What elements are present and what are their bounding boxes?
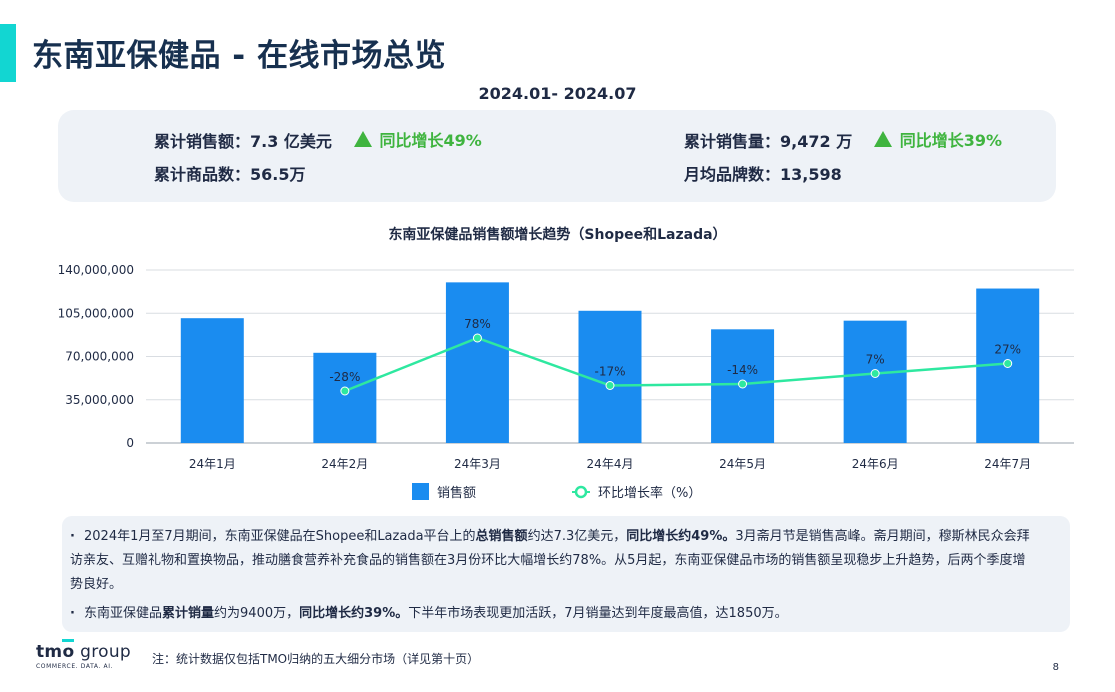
- kpi-panel: 累计销售额：7.3 亿美元 同比增长49% 累计商品数：56.5万 累计销售量：…: [58, 110, 1056, 202]
- note-1-bold-a: 总销售额: [475, 529, 528, 544]
- note-1-bold-b: 同比增长约49%。: [626, 529, 736, 544]
- legend-sales-label: 销售额: [437, 486, 477, 501]
- note-1-text-c: 3月斋月节是销售高峰。斋月期间，穆斯林民众会拜访亲友、互赠礼物和置换物品，推动膳…: [70, 529, 1030, 592]
- y-tick-label: 140,000,000: [58, 263, 134, 277]
- page-number: 8: [1052, 662, 1059, 673]
- note-volume-summary: · 东南亚保健品累计销量约为9400万，同比增长约39%。下半年市场表现更加活跃，…: [70, 602, 1030, 626]
- kpi-volume-value: 9,472 万: [780, 132, 853, 151]
- kpi-sales-growth-text: 同比增长49%: [379, 131, 482, 150]
- note-1-text-a: 2024年1月至7月期间，东南亚保健品在Shopee和Lazada平台上的: [84, 529, 476, 544]
- x-tick-label: 24年7月: [984, 457, 1031, 471]
- note-2-text-b: 约为9400万，: [214, 606, 300, 621]
- x-tick-label: 24年1月: [189, 457, 236, 471]
- legend-bar-swatch: [412, 483, 429, 500]
- note-2-bold-a: 累计销量: [162, 606, 215, 621]
- x-tick-label: 24年6月: [852, 457, 899, 471]
- period-label: 2024.01- 2024.07: [478, 84, 637, 103]
- growth-data-label: 78%: [464, 317, 491, 331]
- growth-point: [340, 386, 350, 396]
- up-triangle-icon: [873, 131, 892, 147]
- growth-rate-line: [344, 336, 1008, 393]
- x-tick-label: 24年5月: [719, 457, 766, 471]
- kpi-brands-value: 13,598: [780, 165, 842, 184]
- kpi-brands: 月均品牌数：13,598: [684, 161, 842, 185]
- x-tick-label: 24年3月: [454, 457, 501, 471]
- kpi-products: 累计商品数：56.5万: [154, 161, 306, 185]
- note-2-text-c: 下半年市场表现更加活跃，7月销量达到年度最高值，达1850万。: [408, 606, 788, 621]
- sales-bar: [313, 352, 377, 443]
- kpi-sales-label: 累计销售额：: [154, 132, 251, 151]
- kpi-sales-value: 7.3 亿美元: [250, 132, 332, 151]
- note-2-text-a: 东南亚保健品: [84, 606, 163, 621]
- growth-point: [870, 369, 880, 378]
- kpi-brands-label: 月均品牌数：: [684, 165, 781, 184]
- growth-data-label: -14%: [727, 363, 758, 377]
- legend-growth-label: 环比增长率（%）: [598, 486, 702, 501]
- logo-group: group: [74, 642, 132, 662]
- title-accent-bar: [0, 24, 16, 82]
- growth-data-label: 27%: [994, 343, 1021, 357]
- logo-tagline: COMMERCE. DATA. AI.: [36, 663, 114, 670]
- up-triangle-icon: [353, 131, 372, 147]
- y-tick-label: 70,000,000: [65, 350, 134, 364]
- tmo-group-logo: tmo group COMMERCE. DATA. AI.: [36, 639, 132, 670]
- sales-bar: [843, 320, 907, 443]
- growth-data-label: -17%: [594, 365, 625, 379]
- sales-trend-chart: 0 35,000,000 70,000,000 105,000,000 140,000,…: [58, 263, 1074, 471]
- logo-o: o: [62, 639, 75, 662]
- note-2-bold-b: 同比增长约39%。: [299, 606, 409, 621]
- growth-point: [738, 379, 748, 389]
- kpi-volume-label: 累计销售量：: [684, 132, 781, 151]
- note-1-text-b: 约达7.3亿美元，: [527, 529, 627, 544]
- kpi-sales: 累计销售额：7.3 亿美元 同比增长49%: [154, 127, 482, 152]
- kpi-products-value: 56.5万: [250, 165, 306, 184]
- x-tick-label: 24年4月: [587, 457, 634, 471]
- kpi-volume: 累计销售量：9,472 万 同比增长39%: [684, 127, 1002, 152]
- x-tick-label: 24年2月: [321, 457, 368, 471]
- legend-item-sales: 销售额: [412, 482, 476, 501]
- growth-data-label: -28%: [329, 370, 360, 384]
- sales-bar: [180, 318, 244, 443]
- bullet-icon: ·: [70, 529, 75, 544]
- kpi-volume-growth: 同比增长39%: [873, 127, 1003, 151]
- growth-point: [472, 333, 482, 343]
- logo-tm: tm: [36, 642, 63, 662]
- note-sales-summary: · 2024年1月至7月期间，东南亚保健品在Shopee和Lazada平台上的总销…: [70, 525, 1030, 597]
- y-tick-label: 105,000,000: [58, 306, 134, 320]
- growth-point: [605, 381, 615, 390]
- y-tick-label: 0: [126, 436, 134, 450]
- legend-line-marker-icon: [572, 485, 590, 498]
- y-tick-label: 35,000,000: [65, 393, 134, 407]
- notes-panel: · 2024年1月至7月期间，东南亚保健品在Shopee和Lazada平台上的总销…: [62, 516, 1070, 632]
- kpi-sales-growth: 同比增长49%: [353, 127, 482, 151]
- kpi-volume-growth-text: 同比增长39%: [899, 131, 1003, 150]
- bullet-icon: ·: [70, 606, 75, 621]
- logo-wordmark: tmo group: [36, 639, 132, 662]
- footnote: 注：统计数据仅包括TMO归纳的五大细分市场（详见第十页）: [152, 652, 480, 666]
- growth-data-label: 7%: [866, 353, 885, 367]
- page-title: 东南亚保健品 - 在线市场总览: [32, 38, 446, 74]
- legend-item-growth: 环比增长率（%）: [572, 482, 701, 501]
- chart-title: 东南亚保健品销售额增长趋势（Shopee和Lazada）: [388, 227, 727, 243]
- sales-bar: [445, 282, 509, 443]
- growth-point: [1003, 359, 1013, 368]
- kpi-products-label: 累计商品数：: [154, 165, 251, 184]
